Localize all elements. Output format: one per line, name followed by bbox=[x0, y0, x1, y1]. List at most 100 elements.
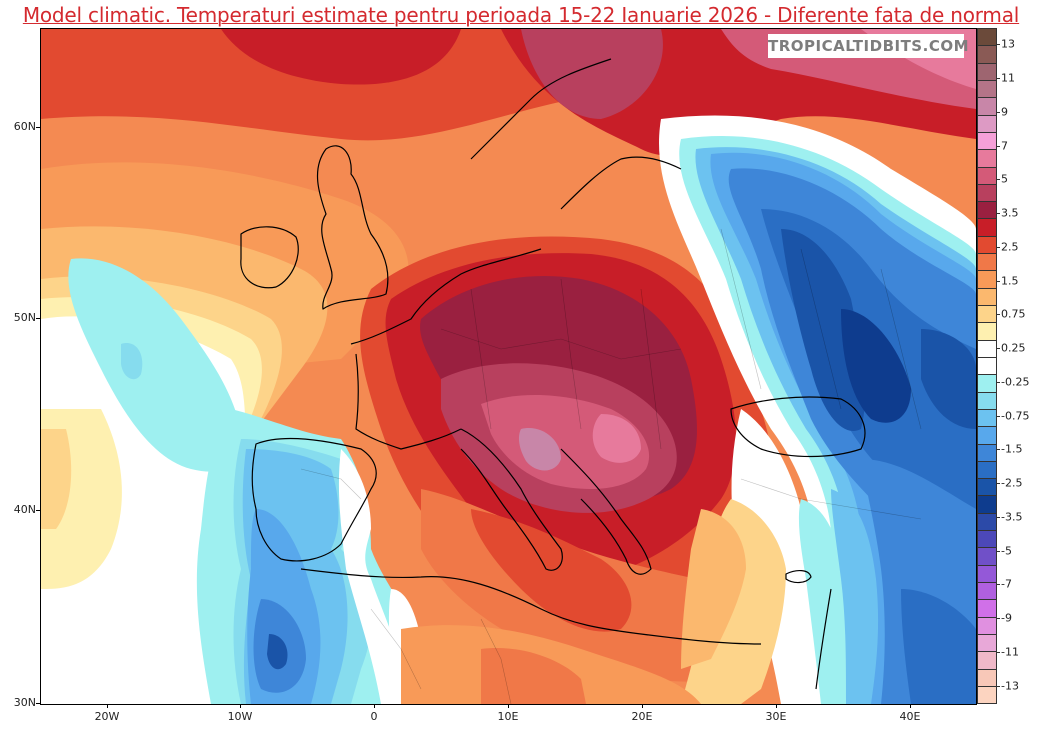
y-tick bbox=[36, 703, 40, 704]
colorbar-label: -0.75 bbox=[1001, 409, 1030, 423]
x-tick-label: 20W bbox=[94, 710, 120, 723]
colorbar-swatch bbox=[978, 357, 996, 376]
colorbar-tick bbox=[997, 416, 1000, 417]
colorbar-swatch bbox=[978, 600, 996, 618]
x-tick bbox=[107, 704, 108, 708]
colorbar-tick bbox=[997, 348, 1000, 349]
colorbar-tick bbox=[997, 517, 1000, 518]
y-tick bbox=[36, 510, 40, 511]
colorbar-tick bbox=[997, 78, 1000, 79]
colorbar-label: 0.75 bbox=[1001, 307, 1026, 321]
colorbar-swatch bbox=[978, 150, 996, 168]
colorbar-label: 2.5 bbox=[1001, 240, 1019, 254]
x-tick-label: 30E bbox=[765, 710, 787, 723]
colorbar-label: -3.5 bbox=[1001, 510, 1023, 524]
colorbar-label: -11 bbox=[1001, 645, 1019, 659]
colorbar-swatch bbox=[978, 219, 996, 237]
colorbar-label: 3.5 bbox=[1001, 206, 1019, 220]
colorbar-label: 9 bbox=[1001, 105, 1008, 119]
colorbar-swatch bbox=[978, 340, 996, 358]
x-tick-label: 10E bbox=[497, 710, 519, 723]
colorbar-swatch bbox=[978, 323, 996, 341]
colorbar-label: -9 bbox=[1001, 611, 1012, 625]
colorbar-swatch bbox=[978, 669, 996, 687]
x-tick bbox=[374, 704, 375, 708]
colorbar-swatch bbox=[978, 375, 996, 393]
y-tick-label: 30N bbox=[13, 696, 36, 709]
colorbar-swatch bbox=[978, 63, 996, 81]
colorbar-swatch bbox=[978, 115, 996, 133]
y-tick bbox=[36, 318, 40, 319]
colorbar-swatch bbox=[978, 496, 996, 514]
y-tick bbox=[36, 127, 40, 128]
y-tick-label: 60N bbox=[13, 120, 36, 133]
colorbar-swatch bbox=[978, 46, 996, 64]
colorbar-tick bbox=[997, 247, 1000, 248]
colorbar-swatch bbox=[978, 617, 996, 635]
colorbar-swatch bbox=[978, 29, 996, 47]
colorbar-swatch bbox=[978, 132, 996, 151]
colorbar-swatch bbox=[978, 583, 996, 601]
x-tick bbox=[508, 704, 509, 708]
colorbar-label: 11 bbox=[1001, 71, 1015, 85]
colorbar-label: 7 bbox=[1001, 139, 1008, 153]
colorbar-swatch bbox=[978, 271, 996, 289]
colorbar-swatch bbox=[978, 202, 996, 220]
colorbar bbox=[977, 28, 997, 704]
colorbar-tick bbox=[997, 551, 1000, 552]
colorbar-swatch bbox=[978, 306, 996, 324]
colorbar-swatch bbox=[978, 461, 996, 480]
colorbar-swatch bbox=[978, 479, 996, 497]
colorbar-swatch bbox=[978, 444, 996, 462]
colorbar-label: -13 bbox=[1001, 679, 1019, 693]
y-tick-label: 40N bbox=[13, 503, 36, 516]
colorbar-swatch bbox=[978, 167, 996, 185]
colorbar-tick bbox=[997, 382, 1000, 383]
colorbar-tick bbox=[997, 112, 1000, 113]
x-tick-label: 20E bbox=[631, 710, 653, 723]
colorbar-swatch bbox=[978, 288, 996, 306]
colorbar-tick bbox=[997, 618, 1000, 619]
temperature-anomaly-map bbox=[40, 28, 977, 705]
colorbar-swatch bbox=[978, 80, 996, 99]
x-tick bbox=[910, 704, 911, 708]
x-tick bbox=[642, 704, 643, 708]
watermark: TROPICALTIDBITS.COM bbox=[768, 34, 969, 58]
colorbar-swatch bbox=[978, 686, 996, 704]
colorbar-swatch bbox=[978, 548, 996, 566]
colorbar-tick bbox=[997, 146, 1000, 147]
colorbar-swatch bbox=[978, 565, 996, 583]
y-tick-label: 50N bbox=[13, 311, 36, 324]
colorbar-tick bbox=[997, 314, 1000, 315]
colorbar-label: 1.5 bbox=[1001, 274, 1019, 288]
colorbar-swatch bbox=[978, 634, 996, 653]
x-tick-label: 40E bbox=[899, 710, 921, 723]
colorbar-tick bbox=[997, 686, 1000, 687]
colorbar-tick bbox=[997, 44, 1000, 45]
colorbar-swatch bbox=[978, 427, 996, 445]
x-tick-label: 10W bbox=[227, 710, 253, 723]
colorbar-tick bbox=[997, 281, 1000, 282]
chart-title: Model climatic. Temperaturi estimate pen… bbox=[22, 3, 1020, 27]
colorbar-label: -0.25 bbox=[1001, 375, 1030, 389]
colorbar-swatch bbox=[978, 652, 996, 670]
colorbar-label: 5 bbox=[1001, 172, 1008, 186]
colorbar-swatch bbox=[978, 392, 996, 410]
x-tick bbox=[240, 704, 241, 708]
colorbar-label: -2.5 bbox=[1001, 476, 1023, 490]
colorbar-label: 13 bbox=[1001, 37, 1015, 51]
colorbar-tick bbox=[997, 483, 1000, 484]
colorbar-swatch bbox=[978, 513, 996, 532]
colorbar-swatch bbox=[978, 254, 996, 272]
colorbar-label: -7 bbox=[1001, 577, 1012, 591]
colorbar-label: -1.5 bbox=[1001, 442, 1023, 456]
colorbar-swatch bbox=[978, 531, 996, 549]
x-tick-label: 0 bbox=[370, 710, 378, 723]
colorbar-tick bbox=[997, 584, 1000, 585]
colorbar-tick bbox=[997, 179, 1000, 180]
colorbar-tick bbox=[997, 449, 1000, 450]
colorbar-swatch bbox=[978, 98, 996, 116]
colorbar-swatch bbox=[978, 236, 996, 255]
colorbar-tick bbox=[997, 652, 1000, 653]
colorbar-label: -5 bbox=[1001, 544, 1012, 558]
